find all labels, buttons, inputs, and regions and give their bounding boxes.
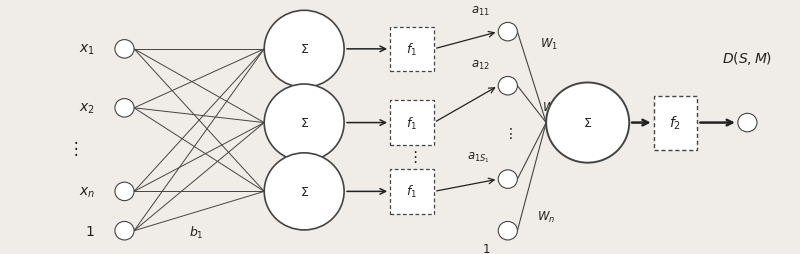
Text: $a_{11}$: $a_{11}$ — [471, 5, 490, 18]
Ellipse shape — [546, 83, 630, 163]
Ellipse shape — [498, 221, 518, 240]
Ellipse shape — [264, 153, 344, 230]
Text: $\Sigma$: $\Sigma$ — [583, 117, 592, 130]
Ellipse shape — [498, 23, 518, 42]
Text: $W_n$: $W_n$ — [538, 209, 556, 224]
Text: $1$: $1$ — [482, 242, 490, 254]
Ellipse shape — [498, 77, 518, 96]
Text: $x_n$: $x_n$ — [79, 184, 95, 199]
Text: $f_1$: $f_1$ — [406, 184, 418, 200]
Text: $D(S, M)$: $D(S, M)$ — [722, 50, 773, 67]
Ellipse shape — [115, 40, 134, 59]
Text: $\vdots$: $\vdots$ — [67, 138, 78, 157]
Bar — [654, 96, 698, 150]
Text: $1$: $1$ — [86, 224, 95, 238]
Ellipse shape — [498, 170, 518, 189]
Text: $a_{1S_1}$: $a_{1S_1}$ — [467, 150, 490, 165]
Text: $f_1$: $f_1$ — [406, 42, 418, 58]
Text: $W_2$: $W_2$ — [542, 101, 560, 116]
Text: $\vdots$: $\vdots$ — [299, 148, 310, 164]
Text: $a_{12}$: $a_{12}$ — [471, 59, 490, 72]
Text: $f_2$: $f_2$ — [670, 114, 682, 132]
Text: $\vdots$: $\vdots$ — [406, 148, 417, 164]
Bar — [390, 170, 434, 214]
Bar — [390, 101, 434, 145]
Ellipse shape — [115, 182, 134, 201]
Bar — [390, 28, 434, 72]
Ellipse shape — [115, 99, 134, 118]
Text: $\Sigma$: $\Sigma$ — [300, 185, 309, 198]
Text: $\Sigma$: $\Sigma$ — [300, 43, 309, 56]
Text: $W_1$: $W_1$ — [540, 37, 558, 52]
Text: $b_1$: $b_1$ — [189, 224, 204, 240]
Ellipse shape — [738, 114, 757, 132]
Text: $x_1$: $x_1$ — [79, 42, 95, 57]
Ellipse shape — [264, 11, 344, 88]
Text: $f_1$: $f_1$ — [406, 115, 418, 131]
Text: $\vdots$: $\vdots$ — [503, 125, 513, 140]
Text: $x_2$: $x_2$ — [79, 101, 95, 116]
Ellipse shape — [115, 221, 134, 240]
Text: $\Sigma$: $\Sigma$ — [300, 117, 309, 130]
Ellipse shape — [264, 85, 344, 162]
